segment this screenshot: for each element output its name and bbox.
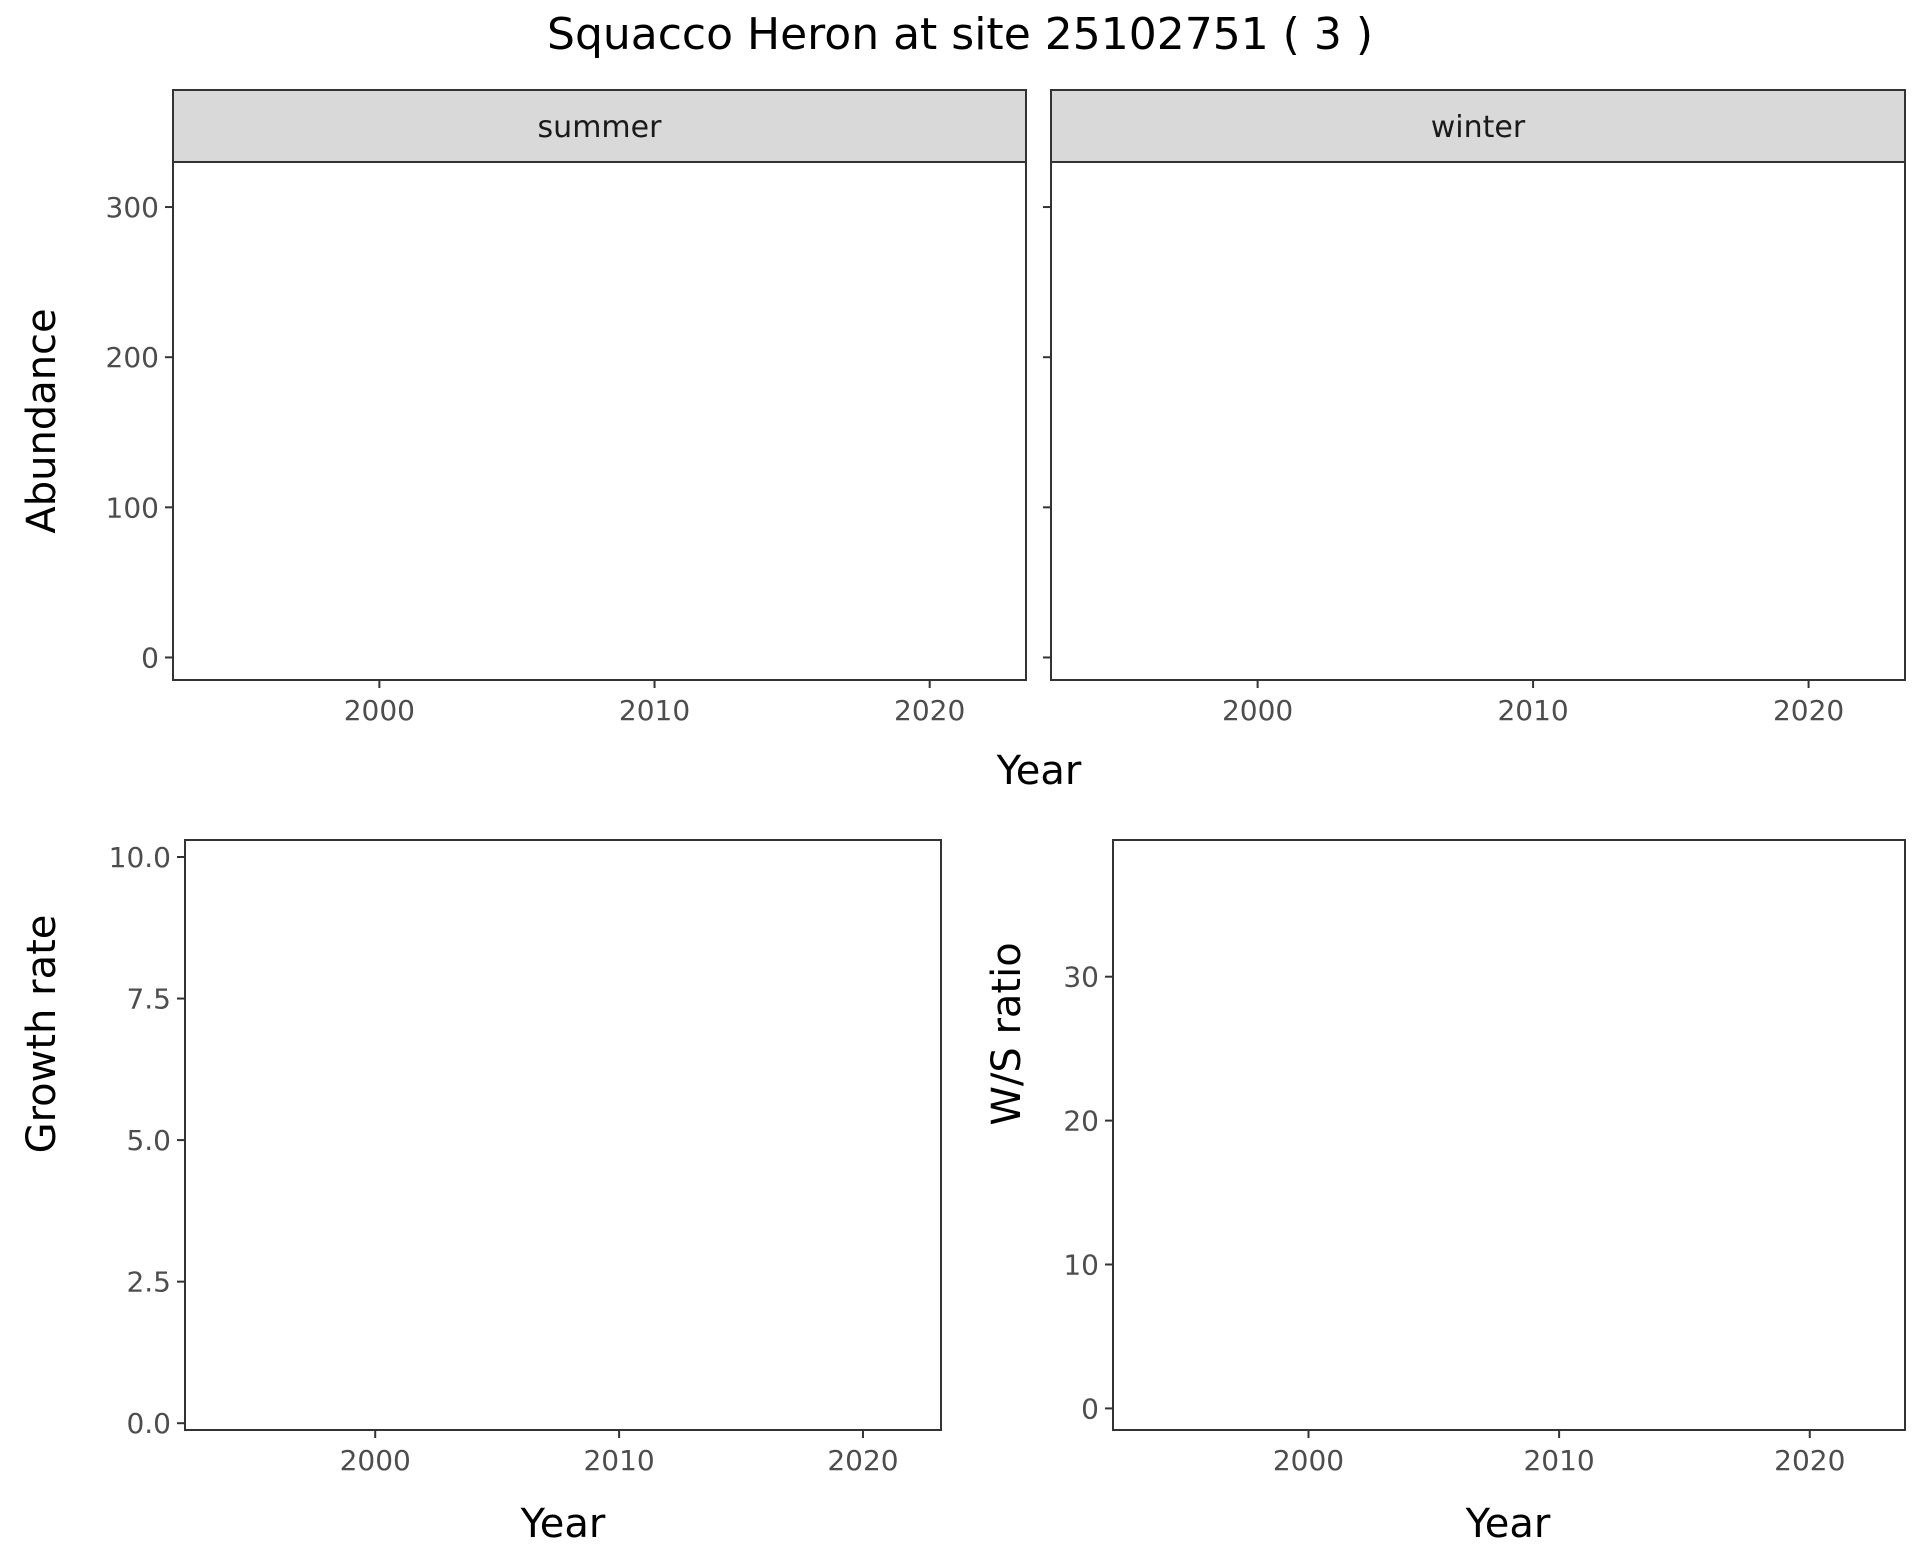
growth-x-tick-label: 2010 — [583, 1444, 654, 1477]
summer-x-tick-label: 2000 — [344, 694, 415, 727]
abundance-x-axis-title: Year — [996, 748, 1082, 794]
ratio-x-tick-label: 2020 — [1774, 1444, 1845, 1477]
summer-plot-area: 2000 2010 2020 0 100 200 300 — [106, 161, 1027, 727]
ratio-x-tick-label: 2000 — [1273, 1444, 1344, 1477]
growth-y-tick-label: 2.5 — [126, 1266, 171, 1299]
abundance-y-axis-title: Abundance — [19, 308, 65, 533]
ratio-y-tick-label: 30 — [1063, 961, 1099, 994]
winter-strip — [1050, 89, 1906, 163]
ratio-x-tick-label: 2010 — [1523, 1444, 1594, 1477]
ratio-plot-area: 2000 2010 2020 0 10 20 30 — [1063, 839, 1906, 1477]
growth-y-axis-title: Growth rate — [19, 915, 65, 1154]
ratio-y-tick-label: 0 — [1081, 1392, 1099, 1425]
growth-x-tick-label: 2020 — [827, 1444, 898, 1477]
winter-plot-area: 2000 2010 2020 — [1043, 161, 1906, 727]
winter-x-tick-label: 2000 — [1222, 694, 1293, 727]
summer-y-tick-label: 300 — [106, 191, 159, 224]
summer-strip-label: summer — [538, 110, 663, 145]
ratio-panel: 2000 2010 2020 0 10 20 30 W/S ratio Year — [984, 839, 1906, 1547]
growth-panel-border — [184, 839, 942, 1431]
winter-panel: winter 2000 2010 2020 — [1043, 89, 1906, 727]
growth-y-tick-label: 10.0 — [109, 841, 171, 874]
ratio-y-axis-title: W/S ratio — [984, 942, 1030, 1125]
growth-y-tick-label: 5.0 — [126, 1124, 171, 1157]
summer-x-tick-label: 2010 — [619, 694, 690, 727]
summer-panel: summer 2000 2010 2020 0 100 200 300 — [106, 89, 1027, 727]
summer-strip — [172, 89, 1027, 163]
ratio-y-tick-label: 10 — [1063, 1249, 1099, 1282]
ratio-x-axis-title: Year — [1465, 1501, 1551, 1547]
ratio-y-tick-label: 20 — [1063, 1105, 1099, 1138]
summer-panel-border — [172, 161, 1027, 681]
summer-y-tick-label: 0 — [141, 641, 159, 674]
ratio-panel-border — [1112, 839, 1906, 1431]
growth-panel: 2000 2010 2020 0.0 2.5 5.0 7.5 10.0 Growth rate… — [19, 839, 942, 1547]
summer-y-tick-label: 100 — [106, 491, 159, 524]
winter-strip-label: winter — [1431, 110, 1526, 145]
summer-y-tick-label: 200 — [106, 341, 159, 374]
winter-x-tick-label: 2020 — [1773, 694, 1844, 727]
growth-y-tick-label: 0.0 — [126, 1407, 171, 1440]
summer-x-tick-label: 2020 — [894, 694, 965, 727]
winter-x-tick-label: 2010 — [1497, 694, 1568, 727]
figure-title: Squacco Heron at site 25102751 ( 3 ) — [547, 9, 1373, 60]
growth-y-tick-label: 7.5 — [126, 983, 171, 1016]
growth-plot-area: 2000 2010 2020 0.0 2.5 5.0 7.5 10.0 — [109, 839, 942, 1477]
growth-x-axis-title: Year — [520, 1501, 606, 1547]
winter-panel-border — [1050, 161, 1906, 681]
growth-x-tick-label: 2000 — [340, 1444, 411, 1477]
